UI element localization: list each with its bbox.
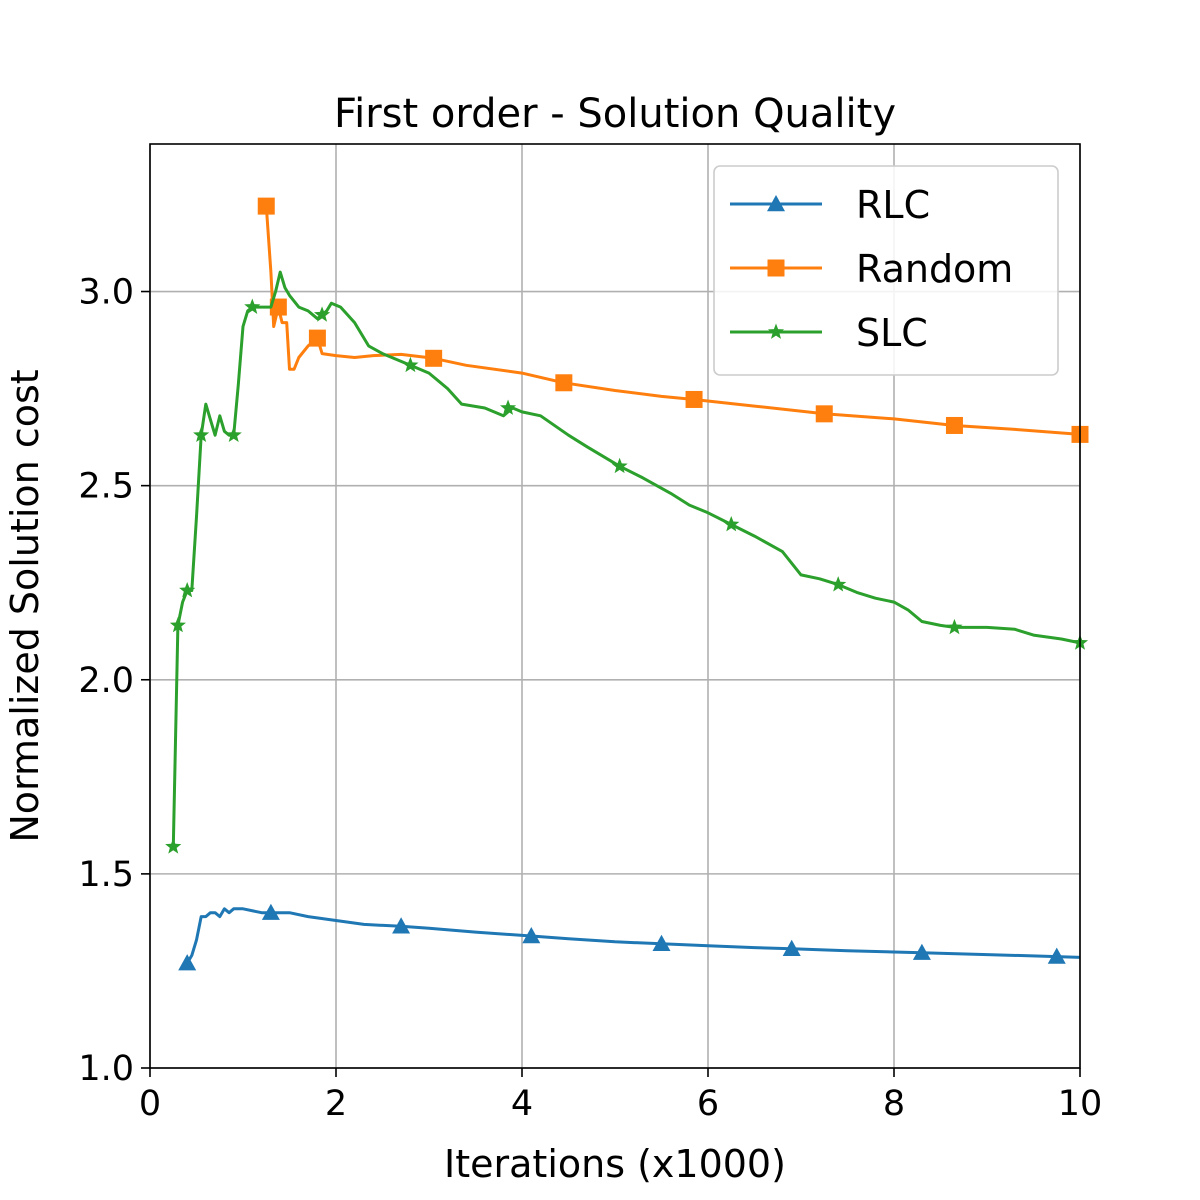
x-tick-label: 8 bbox=[883, 1084, 905, 1124]
data-point-rlc bbox=[1047, 947, 1066, 964]
data-point-slc bbox=[169, 616, 186, 633]
plot-frame bbox=[149, 143, 1081, 1069]
legend-label-slc: SLC bbox=[856, 311, 928, 355]
data-point-random bbox=[257, 197, 275, 215]
data-point-random bbox=[308, 329, 326, 347]
data-point-random bbox=[269, 298, 287, 316]
data-point-slc bbox=[402, 356, 419, 373]
legend-marker-random bbox=[767, 259, 785, 277]
data-point-slc bbox=[830, 576, 847, 592]
y-tick-label: 2.5 bbox=[78, 467, 134, 507]
plot-series bbox=[165, 197, 1089, 971]
data-point-slc bbox=[165, 838, 182, 854]
data-point-slc bbox=[946, 618, 963, 635]
data-point-random bbox=[945, 416, 963, 434]
x-tick-label: 4 bbox=[511, 1084, 533, 1124]
data-point-rlc bbox=[912, 943, 931, 960]
data-point-rlc bbox=[522, 927, 541, 944]
legend-marker-rlc bbox=[767, 195, 785, 212]
data-point-random bbox=[685, 390, 703, 408]
data-point-slc bbox=[313, 306, 331, 322]
x-tick-label: 0 bbox=[139, 1084, 161, 1124]
data-point-rlc bbox=[782, 939, 801, 957]
x-tick-label: 10 bbox=[1058, 1084, 1103, 1124]
legend-box bbox=[713, 165, 1059, 376]
x-tick-label: 6 bbox=[697, 1084, 719, 1124]
data-point-rlc bbox=[261, 903, 280, 920]
y-axis-label: Normalized Solution cost bbox=[3, 369, 47, 842]
legend-marker-slc bbox=[767, 323, 785, 339]
data-point-slc bbox=[611, 457, 628, 474]
data-point-slc bbox=[499, 399, 517, 415]
x-axis-label: Iterations (x1000) bbox=[444, 1142, 786, 1186]
legend: RLC Random SLC bbox=[713, 165, 1059, 376]
data-point-slc bbox=[193, 426, 210, 443]
series-rlc bbox=[178, 903, 1081, 971]
data-point-rlc bbox=[652, 934, 671, 951]
data-point-slc bbox=[225, 426, 242, 443]
data-point-random bbox=[425, 349, 443, 367]
legend-label-rlc: RLC bbox=[856, 183, 930, 227]
y-tick-label: 2.0 bbox=[78, 661, 134, 701]
series-line-random bbox=[264, 205, 1081, 436]
y-tick-label: 1.5 bbox=[78, 855, 134, 895]
data-point-rlc bbox=[178, 954, 197, 971]
data-point-slc bbox=[244, 298, 261, 314]
axis-ticks: 0 2 4 6 8 10 1.0 1.5 2.0 2.5 3.0 bbox=[78, 273, 1102, 1124]
y-tick-label: 3.0 bbox=[78, 273, 134, 313]
data-point-rlc bbox=[392, 917, 411, 934]
chart-title: First order - Solution Quality bbox=[334, 91, 896, 137]
series-random bbox=[257, 197, 1089, 443]
series-line-rlc bbox=[185, 907, 1081, 964]
y-tick-label: 1.0 bbox=[78, 1049, 134, 1089]
data-point-slc bbox=[723, 515, 740, 532]
data-point-slc bbox=[179, 581, 196, 598]
legend-label-random: Random bbox=[856, 247, 1013, 291]
data-point-random bbox=[555, 374, 573, 392]
data-point-random bbox=[815, 405, 833, 423]
x-tick-label: 2 bbox=[325, 1084, 347, 1124]
